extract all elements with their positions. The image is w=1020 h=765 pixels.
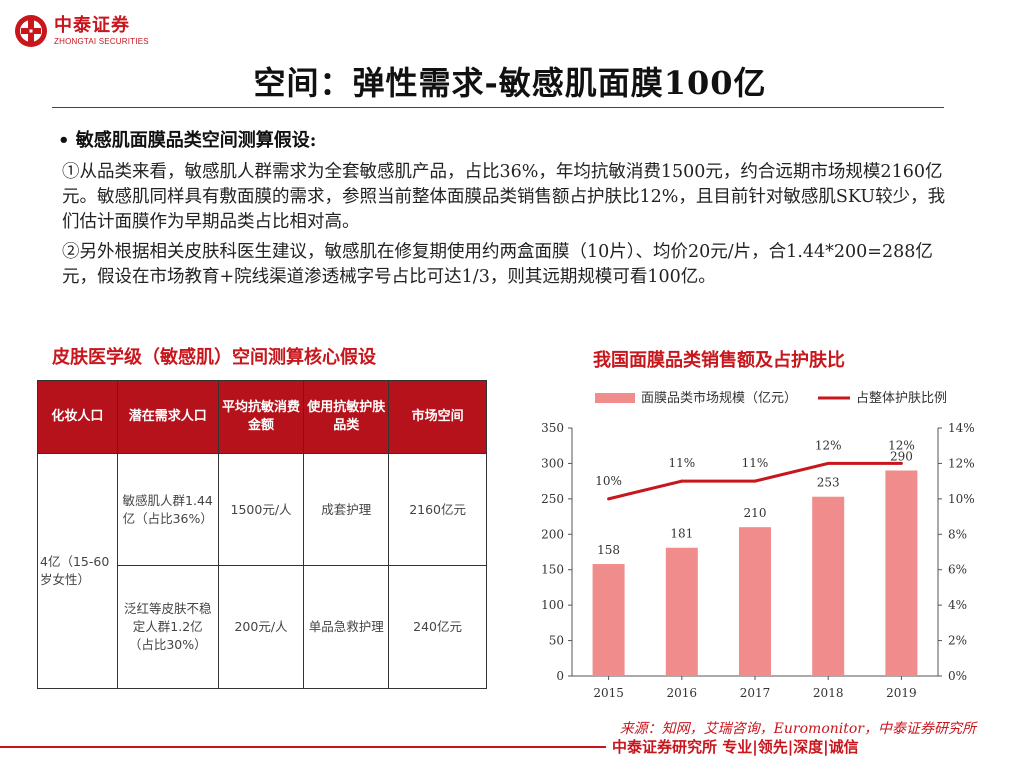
line-point (607, 497, 611, 501)
table-header-row: 化妆人口 潜在需求人口 平均抗敏消费金额 使用抗敏护肤品类 市场空间 (37, 380, 487, 454)
line-value-label: 11% (668, 456, 695, 470)
bar (885, 470, 918, 676)
right-tick-label: 0% (948, 669, 967, 683)
spend-cell: 200元/人 (217, 565, 305, 689)
bar-value-label: 181 (670, 527, 693, 541)
left-tick-label: 100 (541, 598, 564, 612)
line-point (753, 479, 757, 483)
header-potential-demand: 潜在需求人口 (116, 380, 219, 454)
left-tick-label: 300 (541, 456, 564, 470)
left-tick-label: 350 (541, 421, 564, 435)
left-tick-label: 150 (541, 563, 564, 577)
assumption-table: 化妆人口 潜在需求人口 平均抗敏消费金额 使用抗敏护肤品类 市场空间 4亿（15… (37, 380, 487, 689)
mask-sales-chart: 面膜品类市场规模（亿元） 占整体护肤比例 0 50 100 150 200 250 300 350… (541, 390, 975, 700)
bar (739, 527, 771, 676)
right-tick-label: 12% (948, 456, 975, 470)
x-tick-label: 2017 (740, 686, 771, 700)
paragraph-2: ②另外根据相关皮肤科医生建议，敏感肌在修复期使用约两盒面膜（10片）、均价20元… (62, 242, 933, 287)
market-cell: 2160亿元 (388, 453, 487, 566)
demand-group-cell: 泛红等皮肤不稳定人群1.2亿（占比30%） (116, 565, 219, 689)
table-title: 皮肤医学级（敏感肌）空间测算核心假设 (52, 347, 376, 368)
line-point (826, 461, 830, 465)
logo-emblem-icon (15, 15, 47, 47)
line-value-label: 10% (595, 474, 622, 488)
chart-title: 我国面膜品类销售额及占护肤比 (593, 350, 845, 371)
table-row: 4亿（15-60岁女性） 敏感肌人群1.44亿（占比36%） 1500元/人 成… (37, 453, 487, 689)
bar-value-label: 158 (597, 543, 620, 557)
left-tick-label: 250 (541, 492, 564, 506)
population-cell: 4亿（15-60岁女性） (37, 453, 118, 689)
bar-value-label: 210 (744, 506, 767, 520)
logo-name-en: ZHONGTAI SECURITIES (54, 36, 149, 46)
footer-divider (0, 746, 606, 748)
right-tick-label: 10% (948, 492, 975, 506)
category-cell: 成套护理 (303, 453, 390, 566)
right-tick-label: 14% (948, 421, 975, 435)
line-value-label: 12% (888, 438, 915, 452)
legend-bar-label: 面膜品类市场规模（亿元） (641, 390, 797, 406)
left-tick-label: 0 (556, 669, 564, 683)
bar-value-label: 290 (890, 450, 913, 464)
x-tick-label: 2015 (593, 686, 624, 700)
line-value-label: 11% (742, 456, 769, 470)
left-tick-label: 50 (549, 634, 564, 648)
page-title: 空间：弹性需求-敏感肌面膜100亿 (253, 64, 767, 102)
x-tick-label: 2016 (667, 686, 698, 700)
legend-bar-swatch (595, 393, 635, 403)
right-tick-label: 2% (948, 634, 967, 648)
right-tick-label: 4% (948, 598, 967, 612)
header-product-category: 使用抗敏护肤品类 (303, 380, 390, 454)
logo-name-cn: 中泰证券 (54, 14, 130, 36)
bar (665, 547, 698, 676)
category-cell: 单品急救护理 (303, 565, 390, 689)
header-avg-spend: 平均抗敏消费金额 (217, 380, 305, 454)
right-tick-label: 6% (948, 563, 967, 577)
left-tick-label: 200 (541, 527, 564, 541)
paragraph-1: ①从品类来看，敏感肌人群需求为全套敏感肌产品，占比36%，年均抗敏消费1500元… (62, 162, 946, 232)
x-tick-label: 2018 (813, 686, 844, 700)
bar (812, 496, 845, 676)
table-row: 泛红等皮肤不稳定人群1.2亿（占比30%） 200元/人 单品急救护理 240亿… (38, 565, 487, 689)
title-divider (52, 107, 944, 108)
spend-cell: 1500元/人 (217, 453, 305, 566)
header-population: 化妆人口 (37, 380, 118, 454)
header-market-size: 市场空间 (388, 380, 487, 454)
section-heading: • 敏感肌面膜品类空间测算假设: (58, 130, 317, 151)
market-cell: 240亿元 (388, 565, 487, 689)
line-point (899, 461, 903, 465)
bar (592, 564, 625, 676)
demand-group-cell: 敏感肌人群1.44亿（占比36%） (116, 453, 219, 566)
line-value-label: 12% (815, 438, 842, 452)
legend-line-label: 占整体护肤比例 (856, 391, 947, 406)
line-point (680, 479, 684, 483)
right-tick-label: 8% (948, 527, 967, 541)
x-tick-label: 2019 (886, 686, 917, 700)
company-logo: 中泰证券 ZHONGTAI SECURITIES (14, 14, 149, 48)
footer-brand: 中泰证券研究所 专业|领先|深度|诚信 (612, 738, 859, 756)
source-note: 来源：知网，艾瑞咨询，Euromonitor，中泰证券研究所 (619, 721, 976, 737)
bar-value-label: 253 (817, 476, 840, 490)
